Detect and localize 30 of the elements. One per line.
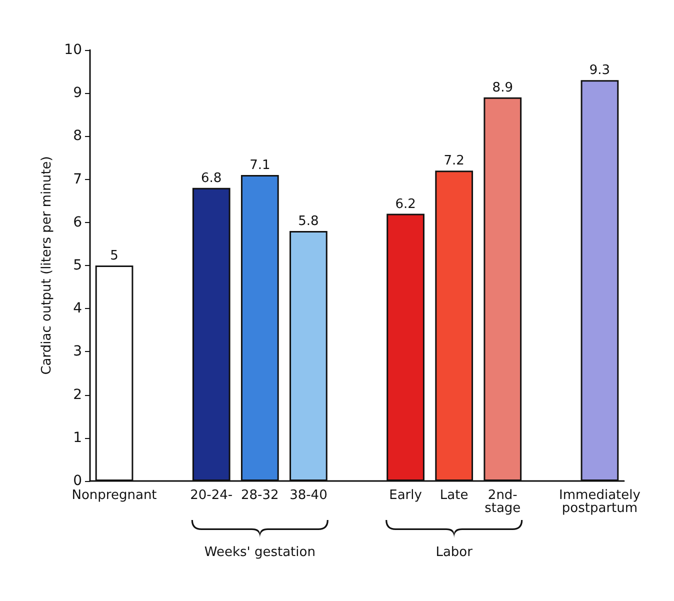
data-label: 7.1 [250, 158, 270, 173]
x-tick-label: 2nd-stage [484, 488, 521, 516]
y-tick-label: 6 [73, 214, 82, 230]
y-tick-label: 8 [73, 128, 82, 144]
y-tick-label: 10 [64, 42, 82, 58]
x-tick-label: Late [440, 488, 468, 503]
y-tick-label: 3 [73, 344, 82, 360]
data-label: 6.2 [395, 196, 416, 212]
y-axis-title: Cardiac output (liters per minute) [39, 156, 54, 375]
y-tick-label: 7 [73, 171, 82, 188]
y-tick-label: 5 [73, 258, 82, 274]
text: Labor [436, 545, 474, 560]
data-label: 7.2 [444, 154, 464, 169]
y-tick-label: 2 [73, 386, 82, 403]
data-label: 5.8 [298, 214, 319, 230]
x-tick-label: 28-32 [241, 488, 279, 503]
x-tick-label: Nonpregnant [72, 488, 157, 503]
text: Weeks' gestation [204, 545, 316, 560]
y-tick-label: 1 [73, 430, 82, 446]
x-tick-label: 20-24- [190, 488, 233, 503]
y-tick-label: 0 [73, 473, 82, 489]
x-tick-label: 38-40 [290, 488, 328, 503]
data-label: 5 [110, 248, 118, 264]
x-tick-label: Early [389, 488, 422, 503]
data-label: 6.8 [201, 170, 222, 186]
y-tick-label: 4 [73, 300, 82, 317]
data-label: 9.3 [589, 63, 610, 78]
data-label: 8.9 [492, 80, 513, 96]
x-tick-label: Immediately postpartum [559, 488, 641, 516]
y-tick-label: 9 [73, 85, 82, 102]
